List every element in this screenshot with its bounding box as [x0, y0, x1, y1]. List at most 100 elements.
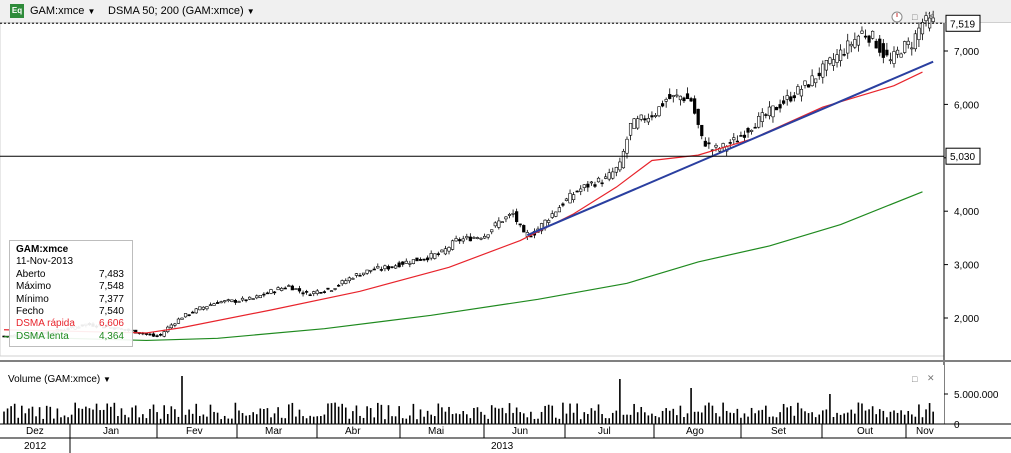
candle-body [500, 221, 505, 223]
candle-body [148, 333, 152, 336]
candle-body [304, 291, 309, 293]
candle-body [162, 331, 166, 337]
candle-body [340, 280, 344, 285]
candle-body [892, 51, 896, 64]
indicator-selector[interactable]: DSMA 50; 200 (GAM:xmce) ▼ [108, 5, 255, 17]
candle-body [920, 22, 925, 35]
candle-body [810, 75, 814, 86]
candle-body [621, 150, 626, 169]
candle-body [429, 253, 433, 259]
candle-body [885, 49, 889, 56]
symbol-selector[interactable]: GAM:xmce ▼ [30, 5, 95, 17]
candle-body [579, 188, 583, 192]
candle-body [828, 57, 832, 64]
close-chart-icon[interactable]: ✕ [927, 11, 935, 21]
restore-panel-icon[interactable]: □ [912, 374, 918, 384]
candle-body [618, 161, 622, 171]
candle-body [255, 295, 259, 299]
candle-body [749, 129, 754, 132]
candle-body [386, 266, 391, 270]
candle-body [490, 229, 494, 233]
candle-body [650, 115, 654, 118]
candle-body [742, 134, 747, 138]
candle-body [607, 172, 611, 180]
candle-body [269, 289, 273, 294]
candle-body [351, 278, 355, 280]
candle-body [376, 266, 380, 269]
candle-body [433, 253, 437, 259]
candle-body [539, 223, 544, 232]
candle-body [571, 194, 576, 201]
x-month-label: Out [857, 426, 873, 437]
candle-body [593, 184, 597, 187]
candle-body [479, 237, 483, 240]
candle-body [290, 285, 294, 291]
x-month-label: Fev [186, 426, 203, 437]
candle-body [628, 123, 633, 136]
candle-body [276, 287, 280, 291]
candle-body [240, 297, 245, 301]
candle-body [248, 296, 252, 300]
y-tick-label: 4,000 [954, 207, 979, 218]
candle-body [554, 211, 558, 217]
x-month-label: Dez [26, 426, 44, 437]
info-row-close: Fecho 7,540 [16, 305, 124, 317]
candle-body [404, 260, 408, 264]
volume-tick-label: 5.000.000 [954, 390, 999, 401]
dsma-lenta-line [3, 191, 923, 342]
candle-body [397, 262, 401, 268]
candle-body [180, 317, 184, 320]
x-month-label: Jun [512, 426, 528, 437]
candle-body [910, 47, 914, 50]
candle-body [454, 238, 458, 242]
candle-body [450, 240, 455, 250]
candle-body [208, 304, 213, 307]
candle-body [895, 49, 900, 55]
candle-body [379, 269, 383, 271]
candle-body [821, 63, 825, 78]
candle-body [771, 105, 775, 118]
candle-body [465, 236, 469, 239]
x-month-label: Jan [103, 426, 119, 437]
restore-chart-icon[interactable]: □ [912, 12, 918, 22]
candle-body [440, 249, 444, 253]
info-row-low: Mínimo 7,377 [16, 293, 124, 305]
candle-body [596, 177, 601, 183]
candle-body [550, 213, 554, 218]
candle-body [785, 95, 789, 100]
x-month-label: Nov [916, 426, 934, 437]
candle-body [657, 106, 661, 117]
candle-body [372, 268, 376, 271]
candle-body [860, 30, 864, 34]
trendline [526, 60, 934, 237]
candle-body [732, 137, 736, 141]
close-panel-icon[interactable]: ✕ [927, 373, 935, 383]
chevron-down-icon: ▼ [246, 7, 255, 16]
y-tick-label: 3,000 [954, 261, 979, 272]
candle-body [482, 235, 487, 239]
candle-body [518, 223, 522, 226]
candle-body [757, 116, 761, 128]
candle-body [689, 98, 693, 102]
volume-selector[interactable]: Volume (GAM:xmce) ▼ [8, 374, 111, 385]
candle-body [878, 38, 882, 53]
candle-body [871, 30, 875, 39]
current-price-tag: 7,519 [950, 19, 975, 30]
hline-price-tag: 5,030 [950, 152, 975, 163]
candle-body [700, 124, 704, 137]
candle-body [561, 203, 565, 206]
candle-body [401, 261, 405, 265]
candle-body [159, 334, 163, 336]
candle-body [315, 290, 319, 294]
candle-body [664, 99, 668, 102]
candle-body [418, 259, 423, 261]
candle-body [219, 301, 223, 304]
candle-body [668, 94, 672, 99]
candle-body [422, 258, 426, 261]
candle-body [614, 167, 618, 173]
candle-body [924, 15, 928, 22]
candle-body [507, 214, 512, 216]
candle-body [365, 269, 369, 274]
volume-title: Volume (GAM:xmce) [8, 374, 101, 385]
candle-body [867, 35, 871, 43]
